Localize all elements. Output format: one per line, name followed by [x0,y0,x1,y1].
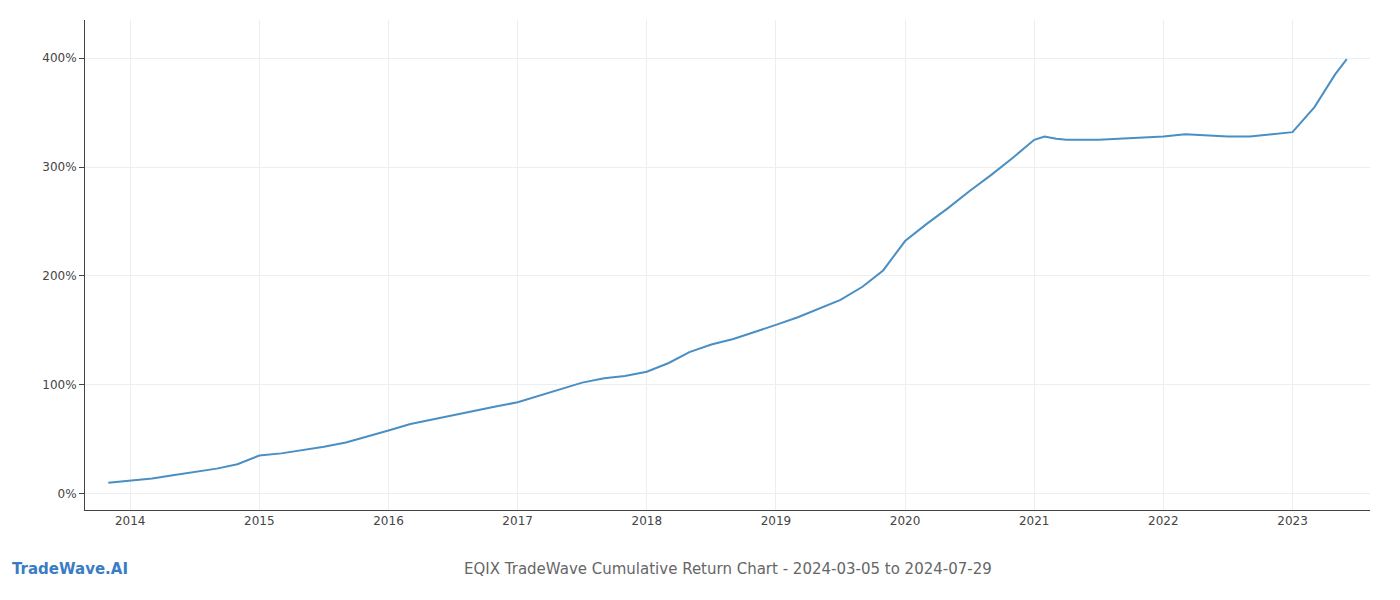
svg-text:2014: 2014 [115,514,146,528]
svg-text:0%: 0% [58,487,77,501]
svg-text:2021: 2021 [1019,514,1050,528]
svg-text:400%: 400% [42,51,76,65]
svg-text:200%: 200% [42,269,76,283]
svg-text:2015: 2015 [244,514,275,528]
svg-text:TradeWave.AI: TradeWave.AI [12,560,128,578]
svg-text:2023: 2023 [1277,514,1308,528]
svg-text:2020: 2020 [890,514,921,528]
svg-text:2016: 2016 [373,514,404,528]
svg-text:2017: 2017 [502,514,533,528]
svg-text:2018: 2018 [632,514,663,528]
svg-text:EQIX TradeWave Cumulative Retu: EQIX TradeWave Cumulative Return Chart -… [464,560,992,578]
svg-text:300%: 300% [42,160,76,174]
svg-text:2022: 2022 [1148,514,1179,528]
svg-text:2019: 2019 [761,514,792,528]
svg-text:100%: 100% [42,378,76,392]
